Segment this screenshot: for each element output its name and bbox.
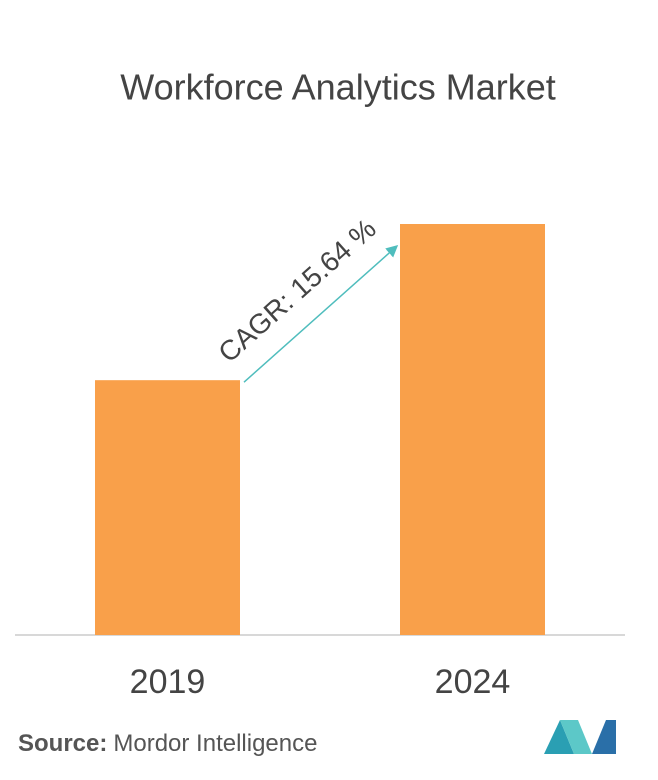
logo-shape xyxy=(592,720,616,754)
source-text: Mordor Intelligence xyxy=(113,730,317,757)
x-tick-label: 2019 xyxy=(130,663,206,701)
source: Source: Mordor Intelligence xyxy=(18,730,317,757)
logo-shape xyxy=(560,720,592,754)
cagr-arrow xyxy=(243,245,399,383)
x-tick-label: 2024 xyxy=(435,663,511,701)
chart-title: Workforce Analytics Market xyxy=(120,67,555,108)
bar xyxy=(400,224,545,635)
bar xyxy=(95,380,240,635)
cagr-label: CAGR: 15.64 % xyxy=(212,213,381,369)
source-label: Source: xyxy=(18,730,107,757)
logo-shape xyxy=(544,720,574,754)
logo xyxy=(544,720,616,754)
